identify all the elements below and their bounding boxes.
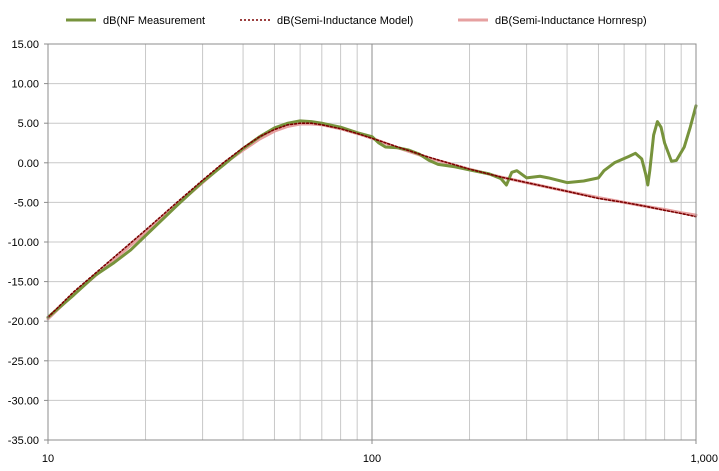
y-tick-label: 5.00 — [18, 118, 39, 130]
x-tick-label: 1,000 — [690, 453, 718, 465]
grid — [47, 43, 697, 441]
y-tick-label: 10.00 — [11, 79, 39, 91]
y-tick-label: -10.00 — [8, 237, 39, 249]
legend: dB(NF Measurement dB(Semi-Inductance Mode… — [66, 15, 647, 27]
x-tick-label: 10 — [42, 453, 54, 465]
axes: 15.00 10.00 5.00 0.00 -5.00 -10.00 -15.00 -20.0… — [8, 39, 718, 465]
y-tick-label: -30.00 — [8, 395, 39, 407]
y-tick-label: -20.00 — [8, 316, 39, 328]
x-tick-label: 100 — [363, 453, 381, 465]
y-tick-label: -25.00 — [8, 356, 39, 368]
y-tick-label: -5.00 — [14, 197, 39, 209]
legend-label-0: dB(NF Measurement — [103, 15, 205, 27]
y-tick-label: 0.00 — [18, 158, 39, 170]
series-line-1 — [47, 122, 697, 319]
y-tick-label: 15.00 — [11, 39, 39, 51]
series-lines — [46, 104, 698, 321]
legend-label-1: dB(Semi-Inductance Model) — [277, 15, 413, 27]
legend-label-2: dB(Semi-Inductance Hornresp) — [495, 15, 647, 27]
y-tick-label: -35.00 — [8, 435, 39, 447]
y-tick-label: -15.00 — [8, 277, 39, 289]
